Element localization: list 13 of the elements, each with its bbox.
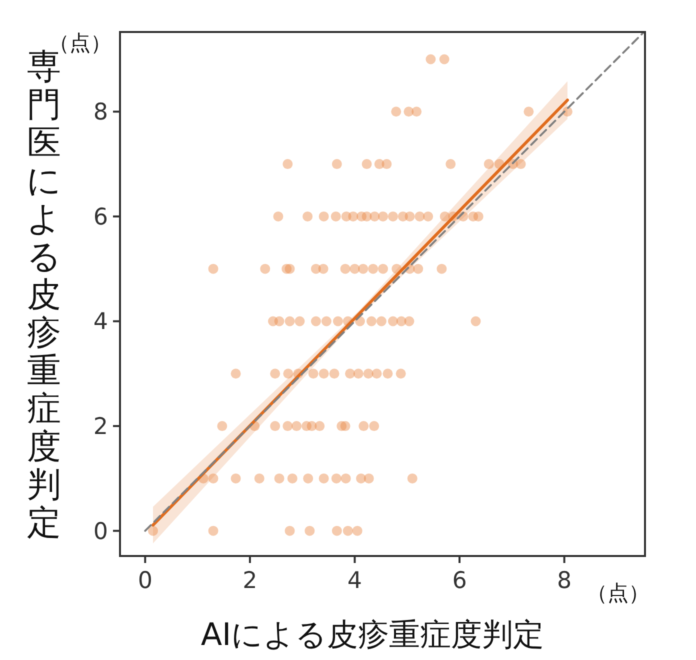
text: 専門医による皮疹重症度判定: [26, 47, 62, 543]
x-tick-label: 8: [556, 568, 572, 594]
text: （点）: [586, 581, 650, 605]
x-tick-label: 2: [242, 568, 258, 594]
x-tick-label: 4: [347, 568, 362, 594]
y-tick-label: 2: [93, 414, 108, 440]
x-axis-title: AIによる皮疹重症度判定: [200, 617, 544, 653]
x-tick-label: 6: [452, 568, 467, 594]
y-tick-label: 0: [93, 518, 108, 545]
y-tick-label: 6: [93, 204, 108, 230]
x-tick-label: 0: [138, 568, 152, 594]
y-tick-label: 8: [93, 100, 108, 126]
y-tick-label: 4: [93, 309, 108, 336]
